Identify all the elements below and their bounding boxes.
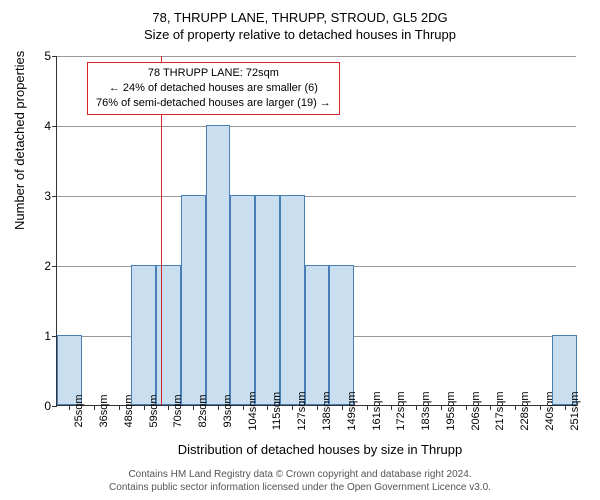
bar	[181, 195, 206, 405]
bar	[230, 195, 255, 405]
page-title: 78, THRUPP LANE, THRUPP, STROUD, GL5 2DG	[0, 0, 600, 25]
x-tick-mark	[466, 405, 467, 410]
x-tick-label: 251sqm	[569, 391, 581, 430]
info-box: 78 THRUPP LANE: 72sqm ← 24% of detached …	[87, 62, 340, 115]
y-tick-mark	[52, 266, 57, 267]
x-tick-mark	[168, 405, 169, 410]
x-tick-label: 183sqm	[420, 391, 432, 430]
x-tick-label: 217sqm	[494, 391, 506, 430]
bar	[156, 265, 181, 405]
x-tick-label: 25sqm	[73, 394, 85, 427]
footer: Contains HM Land Registry data © Crown c…	[0, 468, 600, 494]
x-tick-label: 161sqm	[371, 391, 383, 430]
x-tick-label: 206sqm	[470, 391, 482, 430]
y-axis-label: Number of detached properties	[12, 51, 27, 230]
chart-container: 78, THRUPP LANE, THRUPP, STROUD, GL5 2DG…	[0, 0, 600, 500]
bar	[131, 265, 156, 405]
infobox-line2: ← 24% of detached houses are smaller (6)	[96, 81, 331, 96]
x-tick-mark	[342, 405, 343, 410]
y-tick-label: 4	[44, 119, 51, 133]
x-tick-mark	[441, 405, 442, 410]
bar	[329, 265, 354, 405]
x-tick-label: 36sqm	[98, 394, 110, 427]
x-tick-mark	[267, 405, 268, 410]
x-tick-mark	[565, 405, 566, 410]
y-tick-label: 3	[44, 189, 51, 203]
y-tick-mark	[52, 196, 57, 197]
infobox-line3: 76% of semi-detached houses are larger (…	[96, 96, 331, 111]
x-tick-mark	[490, 405, 491, 410]
gridline	[57, 196, 576, 197]
x-tick-mark	[540, 405, 541, 410]
x-tick-mark	[416, 405, 417, 410]
x-tick-mark	[119, 405, 120, 410]
x-tick-mark	[367, 405, 368, 410]
y-tick-label: 0	[44, 399, 51, 413]
x-tick-mark	[69, 405, 70, 410]
y-tick-mark	[52, 56, 57, 57]
x-tick-mark	[243, 405, 244, 410]
y-tick-label: 1	[44, 329, 51, 343]
y-tick-label: 2	[44, 259, 51, 273]
y-tick-mark	[52, 126, 57, 127]
x-tick-mark	[94, 405, 95, 410]
x-tick-mark	[292, 405, 293, 410]
x-tick-label: 228sqm	[519, 391, 531, 430]
gridline	[57, 56, 576, 57]
x-axis-label: Distribution of detached houses by size …	[20, 442, 600, 457]
y-tick-mark	[52, 406, 57, 407]
footer-line1: Contains HM Land Registry data © Crown c…	[0, 468, 600, 481]
y-tick-label: 5	[44, 49, 51, 63]
x-tick-mark	[515, 405, 516, 410]
bar	[305, 265, 330, 405]
chart-area: 01234525sqm36sqm48sqm59sqm70sqm82sqm93sq…	[56, 56, 576, 406]
x-tick-label: 172sqm	[395, 391, 407, 430]
infobox-line1: 78 THRUPP LANE: 72sqm	[96, 66, 331, 81]
page-subtitle: Size of property relative to detached ho…	[0, 25, 600, 42]
bar	[280, 195, 305, 405]
bar	[255, 195, 280, 405]
x-tick-mark	[144, 405, 145, 410]
x-tick-mark	[218, 405, 219, 410]
x-tick-mark	[317, 405, 318, 410]
x-tick-mark	[193, 405, 194, 410]
x-tick-mark	[391, 405, 392, 410]
footer-line2: Contains public sector information licen…	[0, 481, 600, 494]
gridline	[57, 126, 576, 127]
x-tick-label: 195sqm	[445, 391, 457, 430]
x-tick-label: 149sqm	[346, 391, 358, 430]
bar	[206, 125, 231, 405]
